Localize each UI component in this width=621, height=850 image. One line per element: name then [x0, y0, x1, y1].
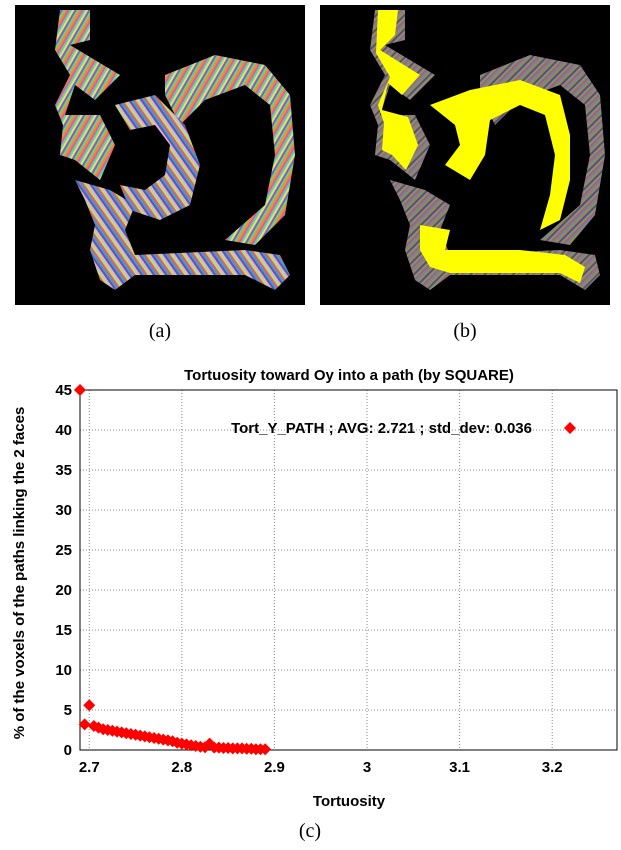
path-image-a	[55, 10, 295, 290]
y-tick-label: 5	[64, 702, 72, 719]
x-axis-label: Tortuosity	[313, 793, 386, 810]
y-tick-label: 0	[64, 742, 72, 759]
tortuosity-chart: Tortuosity toward Oy into a path (by SQU…	[0, 360, 621, 820]
x-tick-label: 3.1	[449, 759, 470, 776]
caption-b: (b)	[453, 320, 477, 342]
image-panel-b	[320, 5, 610, 305]
data-point	[74, 384, 86, 396]
x-tick-label: 3	[363, 759, 371, 776]
legend: Tort_Y_PATH ; AVG: 2.721 ; std_dev: 0.03…	[231, 420, 576, 437]
x-tick-label: 3.2	[542, 759, 563, 776]
y-tick-label: 25	[55, 542, 72, 559]
y-tick-label: 30	[55, 502, 72, 519]
legend-label: Tort_Y_PATH ; AVG: 2.721 ; std_dev: 0.03…	[231, 420, 532, 437]
chart-title: Tortuosity toward Oy into a path (by SQU…	[184, 367, 514, 384]
axis-ticks: 2.7 2.8 2.9 3 3.1 3.2 0 5 10 15 20 25 30 35 40 45	[55, 382, 562, 776]
y-tick-label: 35	[55, 462, 72, 479]
y-tick-label: 45	[55, 382, 72, 399]
plot-frame	[79, 389, 618, 751]
caption-a: (a)	[148, 320, 172, 342]
x-tick-label: 2.9	[264, 759, 285, 776]
legend-marker	[564, 422, 576, 434]
data-point	[78, 718, 91, 731]
y-tick-label: 15	[55, 622, 72, 639]
y-tick-label: 40	[55, 422, 72, 439]
x-tick-label: 2.7	[79, 759, 100, 776]
x-tick-label: 2.8	[171, 759, 192, 776]
y-tick-label: 10	[55, 662, 72, 679]
y-axis-label: % of the voxels of the paths linking the…	[11, 407, 28, 740]
grid-lines	[80, 389, 617, 751]
data-point	[259, 743, 272, 756]
data-points	[74, 384, 272, 756]
caption-c: (c)	[298, 820, 322, 842]
image-panel-a	[15, 5, 305, 305]
chart-canvas: Tortuosity toward Oy into a path (by SQU…	[11, 367, 618, 810]
path-image-b	[370, 10, 605, 290]
y-tick-label: 20	[55, 582, 72, 599]
data-point	[83, 699, 96, 712]
